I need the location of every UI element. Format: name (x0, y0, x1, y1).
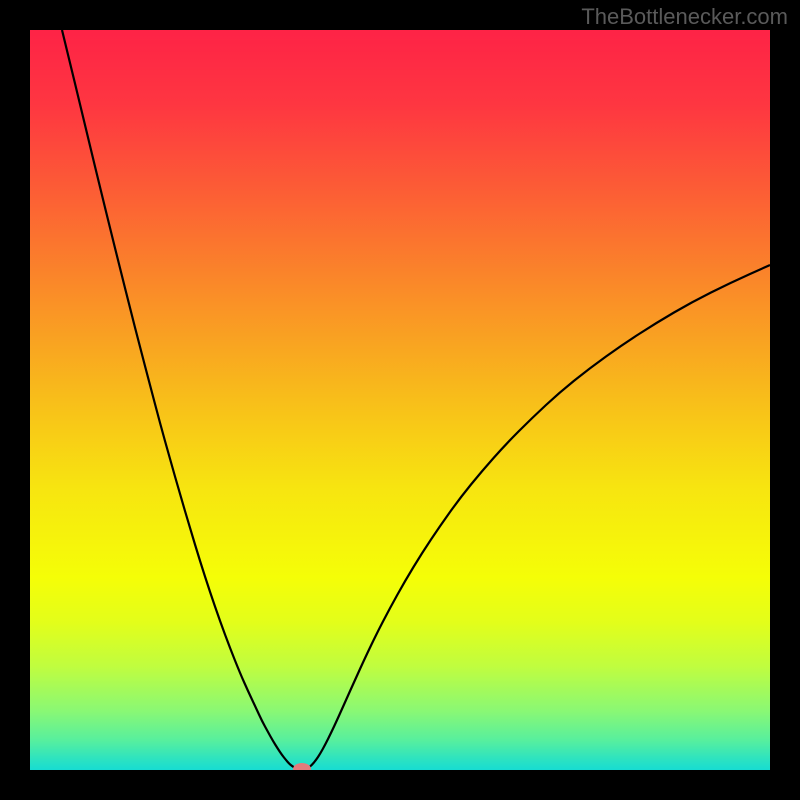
bottleneck-curve-left (62, 30, 297, 769)
bottleneck-curve-right (307, 265, 770, 769)
watermark-text: TheBottlenecker.com (581, 4, 788, 30)
chart-curve-layer (30, 30, 770, 770)
chart-plot-area (30, 30, 770, 770)
minimum-marker (293, 763, 311, 770)
